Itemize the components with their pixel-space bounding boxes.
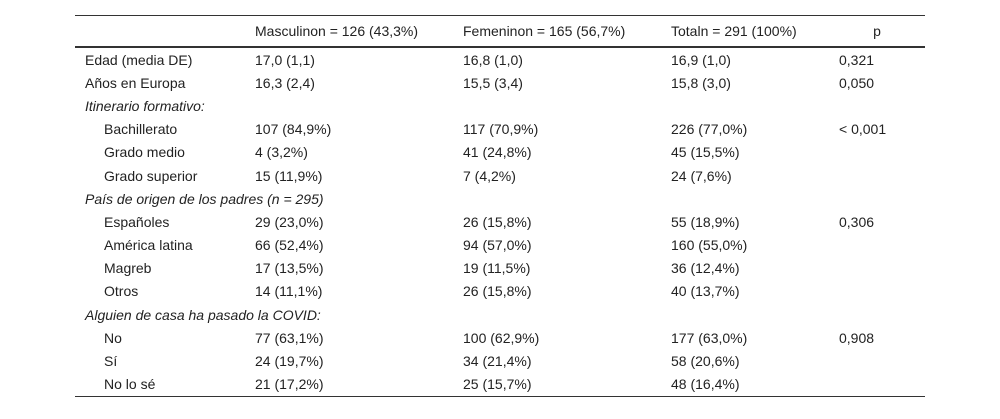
- cell: 48 (16,4%): [671, 376, 740, 393]
- p-value: 0,321: [839, 51, 875, 68]
- cell: 26 (15,8%): [463, 283, 532, 300]
- row-label: Grado superior: [104, 167, 198, 184]
- cell: 15,8 (3,0): [671, 74, 731, 91]
- cell: 29 (23,0%): [255, 213, 324, 230]
- cell: 21 (17,2%): [255, 376, 324, 393]
- section-label: Alguien de casa ha pasado la COVID:: [85, 306, 321, 323]
- cell: [829, 349, 925, 372]
- header-cell: [75, 15, 245, 48]
- cell: 34 (21,4%): [463, 353, 532, 370]
- table-row: Españoles 29 (23,0%) 26 (15,8%) 55 (18,9%) 0…: [75, 210, 925, 233]
- cell: [829, 280, 925, 303]
- cell: [829, 234, 925, 257]
- table-row: No lo sé 21 (17,2%) 25 (15,7%) 48 (16,4%): [75, 373, 925, 397]
- cell: 41 (24,8%): [463, 144, 532, 161]
- table-row: Magreb 17 (13,5%) 19 (11,5%) 36 (12,4%): [75, 257, 925, 280]
- cell: [829, 164, 925, 187]
- cell: 26 (15,8%): [463, 213, 532, 230]
- cell: 4 (3,2%): [255, 144, 308, 161]
- cell: 16,9 (1,0): [671, 51, 731, 68]
- cell: 66 (52,4%): [255, 237, 324, 254]
- cell: 45 (15,5%): [671, 144, 740, 161]
- data-table: Masculinon = 126 (43,3%) Femeninon = 165 …: [75, 15, 925, 397]
- table-body: Edad (media DE) 17,0 (1,1) 16,8 (1,0) 16,9 …: [75, 47, 925, 396]
- cell: 100 (62,9%): [463, 329, 540, 346]
- cell: 17,0 (1,1): [255, 51, 315, 68]
- cell: 25 (15,7%): [463, 376, 532, 393]
- table-row: Bachillerato 107 (84,9%) 117 (70,9%) 226 (7…: [75, 118, 925, 141]
- row-label: Años en Europa: [85, 74, 186, 91]
- section-row: Itinerario formativo:: [75, 94, 925, 117]
- cell: 14 (11,1%): [255, 283, 323, 300]
- row-label: No: [104, 329, 122, 346]
- table-row: Otros 14 (11,1%) 26 (15,8%) 40 (13,7%): [75, 280, 925, 303]
- row-label: Grado medio: [104, 144, 185, 161]
- row-label: Otros: [104, 283, 139, 300]
- table-row: Grado medio 4 (3,2%) 41 (24,8%) 45 (15,5%): [75, 141, 925, 164]
- cell: 24 (19,7%): [255, 353, 324, 370]
- row-label: América latina: [104, 237, 193, 254]
- row-label: No lo sé: [104, 376, 156, 393]
- header-cell: p: [829, 15, 925, 48]
- header-cell: Totaln = 291 (100%): [661, 15, 829, 48]
- cell: 36 (12,4%): [671, 260, 740, 277]
- table-row: Grado superior 15 (11,9%) 7 (4,2%) 24 (7,6%…: [75, 164, 925, 187]
- table-row: Sí 24 (19,7%) 34 (21,4%) 58 (20,6%): [75, 349, 925, 372]
- cell: 77 (63,1%): [255, 329, 324, 346]
- cell: 226 (77,0%): [671, 121, 748, 138]
- p-value: < 0,001: [839, 121, 887, 138]
- table-row: Edad (media DE) 17,0 (1,1) 16,8 (1,0) 16,9 …: [75, 47, 925, 71]
- cell: [829, 373, 925, 397]
- row-label: Bachillerato: [104, 121, 178, 138]
- cell: 160 (55,0%): [671, 237, 748, 254]
- section-row: Alguien de casa ha pasado la COVID:: [75, 303, 925, 326]
- cell: 177 (63,0%): [671, 329, 748, 346]
- table-row: No 77 (63,1%) 100 (62,9%) 177 (63,0%) 0,908: [75, 326, 925, 349]
- header-cell: Masculinon = 126 (43,3%): [245, 15, 453, 48]
- cell: [829, 141, 925, 164]
- cell: 117 (70,9%): [463, 121, 539, 138]
- cell: 7 (4,2%): [463, 167, 516, 184]
- cell: 58 (20,6%): [671, 353, 740, 370]
- cell: 16,8 (1,0): [463, 51, 523, 68]
- cell: 17 (13,5%): [255, 260, 324, 277]
- header-cell: Femeninon = 165 (56,7%): [453, 15, 661, 48]
- section-label: País de origen de los padres (n = 295): [85, 190, 324, 207]
- section-label: Itinerario formativo:: [85, 97, 205, 114]
- cell: 107 (84,9%): [255, 121, 332, 138]
- cell: 40 (13,7%): [671, 283, 740, 300]
- header-row: Masculinon = 126 (43,3%) Femeninon = 165 …: [75, 15, 925, 48]
- cell: 15 (11,9%): [255, 167, 323, 184]
- table-row: Años en Europa 16,3 (2,4) 15,5 (3,4) 15,8 (…: [75, 71, 925, 94]
- table-row: América latina 66 (52,4%) 94 (57,0%) 160 (5…: [75, 234, 925, 257]
- row-label: Edad (media DE): [85, 51, 193, 68]
- p-value: 0,306: [839, 213, 875, 230]
- cell: [829, 257, 925, 280]
- section-row: País de origen de los padres (n = 295): [75, 187, 925, 210]
- row-label: Magreb: [104, 260, 152, 277]
- p-value: 0,050: [839, 74, 875, 91]
- p-value: 0,908: [839, 329, 875, 346]
- cell: 94 (57,0%): [463, 237, 532, 254]
- cell: 16,3 (2,4): [255, 74, 315, 91]
- cell: 15,5 (3,4): [463, 74, 523, 91]
- cell: 19 (11,5%): [463, 260, 531, 277]
- cell: 55 (18,9%): [671, 213, 740, 230]
- row-label: Españoles: [104, 213, 170, 230]
- row-label: Sí: [104, 353, 118, 370]
- cell: 24 (7,6%): [671, 167, 732, 184]
